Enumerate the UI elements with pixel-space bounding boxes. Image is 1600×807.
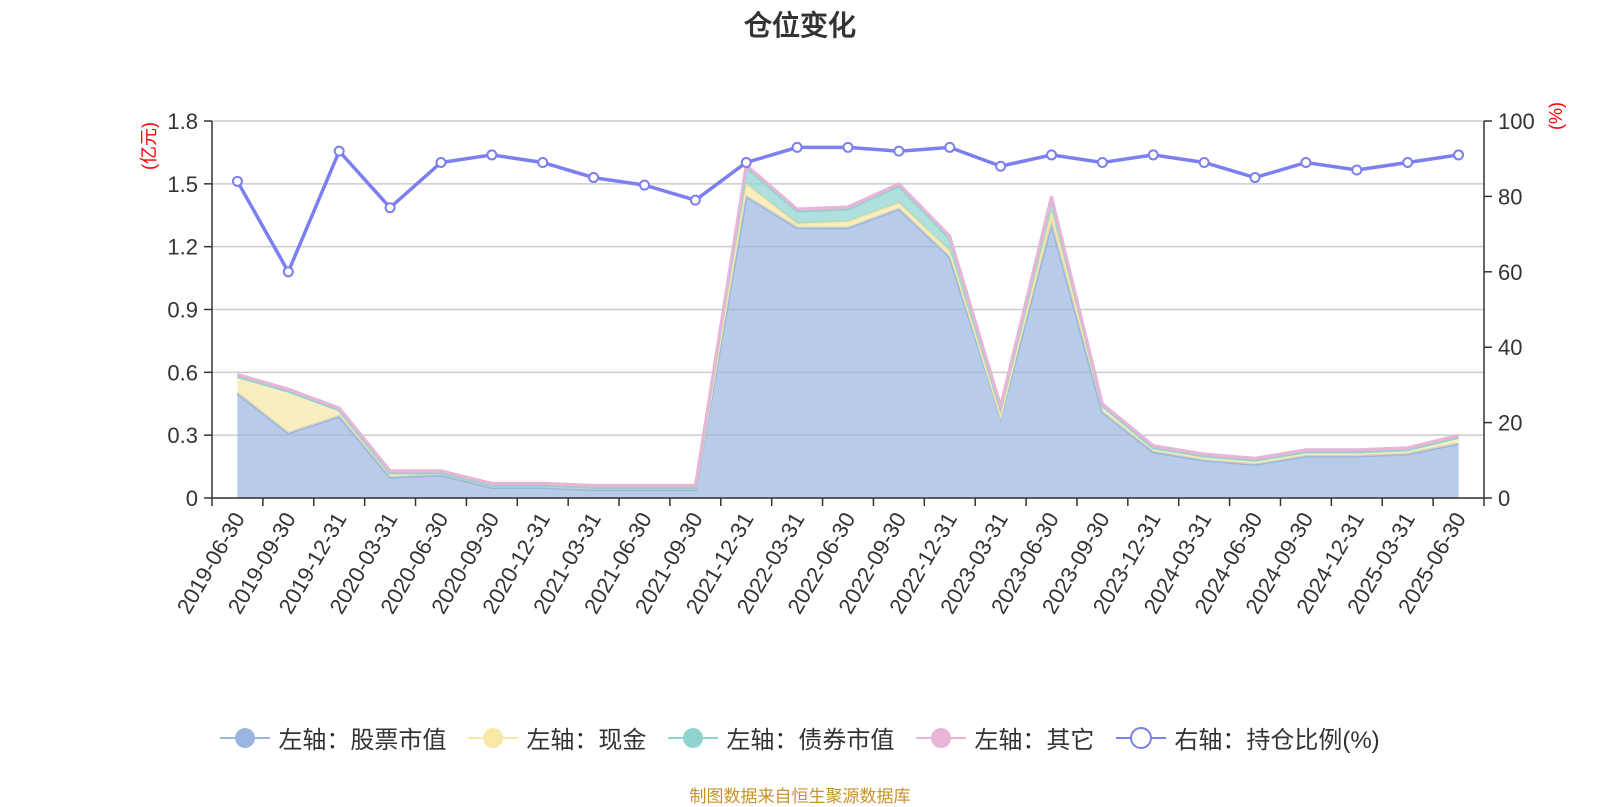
legend-marker-dot (683, 727, 704, 748)
ratio-line-series (231, 141, 1465, 278)
right-axis-tick-label: 40 (1498, 335, 1522, 360)
ratio-point (1198, 156, 1210, 168)
area-series (236, 162, 1459, 498)
ratio-point (689, 194, 701, 206)
right-axis-tick-label: 20 (1498, 411, 1522, 436)
ratio-point (486, 149, 498, 161)
ratio-point (1249, 172, 1261, 184)
right-axis-unit: (%) (1546, 102, 1566, 130)
legend-item[interactable]: 左轴：股票市值 (220, 720, 446, 755)
legend-label: 左轴：股票市值 (278, 727, 447, 754)
legend-item[interactable]: 左轴：债券市值 (668, 720, 894, 755)
legend-marker-dot (483, 727, 504, 748)
legend-marker-icon (668, 727, 719, 748)
legend-item[interactable]: 左轴：现金 (468, 720, 646, 755)
legend-label: 左轴：其它 (974, 727, 1095, 754)
chart-title: 仓位变化 (743, 10, 856, 41)
chart-plot: 00.30.60.91.21.51.80204060801002019-06-3… (139, 102, 1566, 618)
legend: 左轴：股票市值 左轴：现金 左轴：债券市值 左轴：其它 右轴：持仓比例(%) (0, 720, 1600, 755)
ratio-point (1046, 149, 1058, 161)
ratio-point (740, 156, 752, 168)
ratio-point (893, 145, 905, 157)
legend-marker-dot (235, 727, 256, 748)
ratio-point (231, 175, 243, 187)
legend-marker-icon (916, 727, 967, 748)
ratio-point (995, 160, 1007, 172)
left-axis-tick-label: 1.5 (167, 172, 198, 197)
ratio-point (1300, 156, 1312, 168)
left-axis-tick-label: 0.9 (167, 298, 198, 323)
right-axis-tick-label: 100 (1498, 109, 1535, 134)
ratio-point (384, 202, 396, 214)
legend-item[interactable]: 左轴：其它 (916, 720, 1094, 755)
ratio-point (1096, 156, 1108, 168)
legend-marker-dot (931, 727, 952, 748)
legend-marker-icon (468, 727, 519, 748)
left-axis-tick-label: 0.3 (167, 423, 198, 448)
ratio-point (588, 172, 600, 184)
ratio-point (1351, 164, 1363, 176)
right-axis-tick-label: 0 (1498, 486, 1510, 511)
area-top-line (236, 162, 1459, 487)
legend-item[interactable]: 右轴：持仓比例(%) (1116, 720, 1380, 755)
data-source-note: 制图数据来自恒生聚源数据库 (689, 787, 911, 806)
legend-label: 左轴：现金 (526, 727, 647, 754)
ratio-point (1402, 156, 1414, 168)
left-axis-unit: (亿元) (139, 122, 159, 170)
right-axis-tick-label: 80 (1498, 184, 1522, 209)
legend-marker-icon (220, 727, 271, 748)
legend-marker-dot (1130, 726, 1153, 749)
area-fill (237, 196, 1459, 498)
left-axis-tick-label: 0 (186, 486, 198, 511)
ratio-point (1453, 149, 1465, 161)
ratio-point (333, 145, 345, 157)
left-axis-tick-label: 1.8 (167, 109, 198, 134)
left-axis-tick-label: 0.6 (167, 360, 198, 385)
ratio-point (435, 156, 447, 168)
ratio-point (1147, 149, 1159, 161)
ratio-point (791, 141, 803, 153)
ratio-point (842, 141, 854, 153)
left-axis-tick-label: 1.2 (167, 235, 198, 260)
ratio-point (537, 156, 549, 168)
ratio-point (944, 141, 956, 153)
legend-label: 左轴：债券市值 (726, 727, 895, 754)
legend-marker-icon (1116, 726, 1167, 749)
right-axis-tick-label: 60 (1498, 260, 1522, 285)
legend-label: 右轴：持仓比例(%) (1174, 727, 1380, 754)
ratio-point (638, 179, 650, 191)
ratio-point (282, 266, 294, 278)
